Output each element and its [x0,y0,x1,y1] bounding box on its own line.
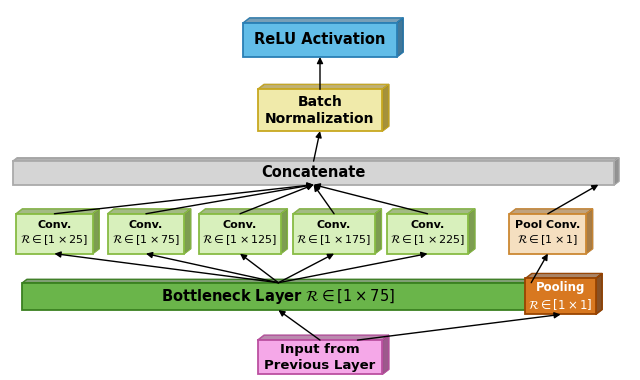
Polygon shape [383,84,389,131]
FancyBboxPatch shape [509,214,586,254]
FancyBboxPatch shape [257,89,383,131]
Text: Conv.
$\mathcal{R}\in[1\times175]$: Conv. $\mathcal{R}\in[1\times175]$ [296,220,372,247]
Polygon shape [243,18,403,23]
FancyBboxPatch shape [108,214,184,254]
Text: Bottleneck Layer $\mathcal{R}\in[1\times75]$: Bottleneck Layer $\mathcal{R}\in[1\times… [161,287,396,306]
Polygon shape [22,279,539,283]
Text: Conv.
$\mathcal{R}\in[1\times125]$: Conv. $\mathcal{R}\in[1\times125]$ [202,220,278,247]
Polygon shape [281,209,287,254]
FancyBboxPatch shape [16,214,93,254]
Polygon shape [383,335,389,374]
Polygon shape [13,158,619,161]
FancyBboxPatch shape [13,161,614,185]
Text: Pool Conv.
$\mathcal{R}\in[1\times1]$: Pool Conv. $\mathcal{R}\in[1\times1]$ [515,220,580,247]
Polygon shape [596,274,602,315]
FancyBboxPatch shape [22,283,534,310]
Text: ReLU Activation: ReLU Activation [254,32,386,48]
Text: Concatenate: Concatenate [261,165,366,180]
Polygon shape [375,209,381,254]
Text: Batch
Normalization: Batch Normalization [265,95,375,126]
Text: Input from
Previous Layer: Input from Previous Layer [264,343,376,372]
Polygon shape [199,209,287,214]
FancyBboxPatch shape [293,214,375,254]
FancyBboxPatch shape [525,278,596,315]
Polygon shape [614,158,619,185]
Text: Conv.
$\mathcal{R}\in[1\times75]$: Conv. $\mathcal{R}\in[1\times75]$ [112,220,180,247]
Polygon shape [93,209,99,254]
Polygon shape [387,209,475,214]
Polygon shape [16,209,99,214]
Polygon shape [468,209,475,254]
Text: Pooling
$\mathcal{R}\in[1\times1]$: Pooling $\mathcal{R}\in[1\times1]$ [529,281,593,312]
Polygon shape [108,209,191,214]
Polygon shape [534,279,539,310]
FancyBboxPatch shape [387,214,468,254]
FancyBboxPatch shape [199,214,281,254]
Polygon shape [525,274,602,278]
Polygon shape [257,335,389,340]
Polygon shape [257,84,389,89]
Text: Conv.
$\mathcal{R}\in[1\times225]$: Conv. $\mathcal{R}\in[1\times225]$ [390,220,465,247]
Polygon shape [293,209,381,214]
Polygon shape [397,18,403,57]
Polygon shape [586,209,593,254]
Polygon shape [509,209,593,214]
Text: Conv.
$\mathcal{R}\in[1\times25]$: Conv. $\mathcal{R}\in[1\times25]$ [20,220,88,247]
Polygon shape [184,209,191,254]
FancyBboxPatch shape [257,340,383,374]
FancyBboxPatch shape [243,23,397,57]
